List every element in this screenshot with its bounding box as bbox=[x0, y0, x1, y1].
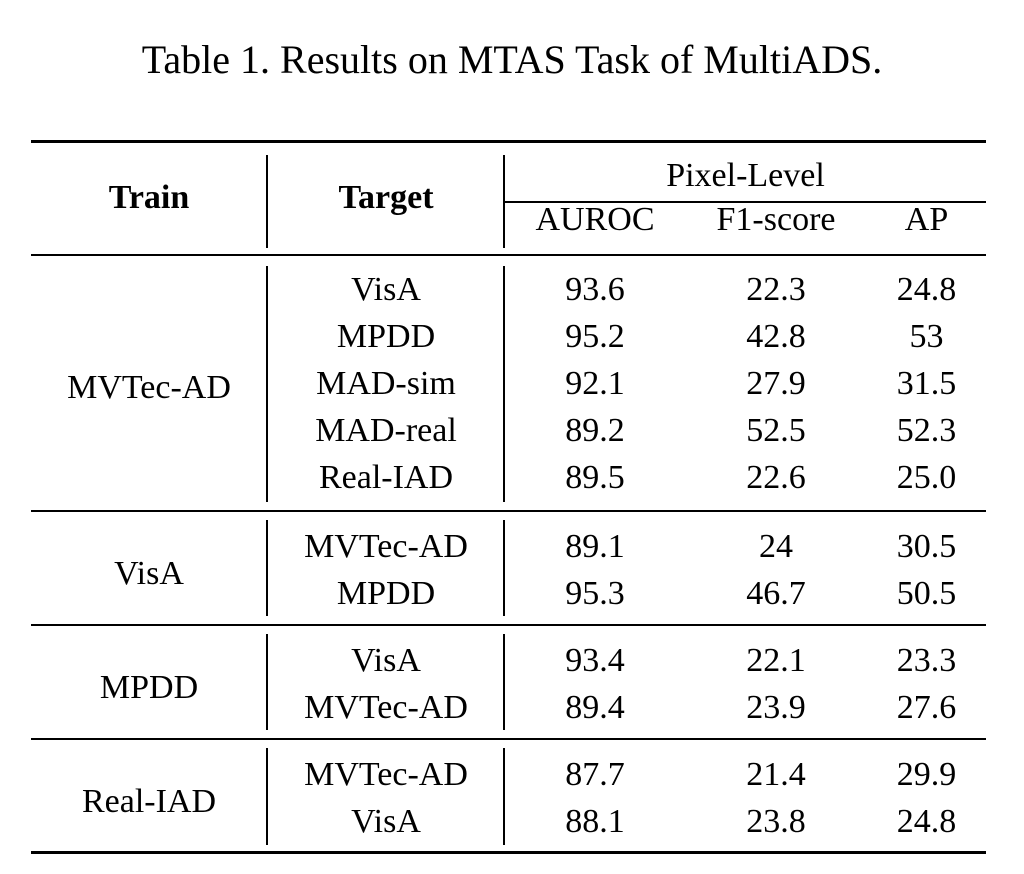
auroc-cell: 92.1 bbox=[565, 365, 625, 402]
top-rule bbox=[31, 140, 986, 143]
f1-score-cell: 22.1 bbox=[746, 642, 806, 679]
column-divider bbox=[266, 634, 268, 730]
auroc-cell: 89.2 bbox=[565, 412, 625, 449]
target-dataset-cell: MAD-sim bbox=[316, 365, 456, 402]
f1-score-cell: 21.4 bbox=[746, 756, 806, 793]
column-divider bbox=[503, 634, 505, 730]
train-dataset-cell: MPDD bbox=[99, 669, 199, 706]
target-dataset-cell: VisA bbox=[351, 803, 421, 840]
f1-score-cell: 23.9 bbox=[746, 689, 806, 726]
header-auroc: AUROC bbox=[535, 201, 655, 238]
group-rule bbox=[31, 738, 986, 740]
header-rule bbox=[31, 254, 986, 256]
target-dataset-cell: MVTec-AD bbox=[304, 689, 468, 726]
header-f1-score: F1-score bbox=[716, 201, 836, 238]
column-divider bbox=[266, 748, 268, 845]
auroc-cell: 93.6 bbox=[565, 271, 625, 308]
f1-score-cell: 52.5 bbox=[746, 412, 806, 449]
column-divider bbox=[266, 266, 268, 502]
pixel-level-underline bbox=[505, 201, 986, 203]
train-dataset-cell: VisA bbox=[114, 555, 184, 592]
target-dataset-cell: MVTec-AD bbox=[304, 756, 468, 793]
column-divider bbox=[503, 748, 505, 845]
auroc-cell: 89.4 bbox=[565, 689, 625, 726]
table-caption: Table 1. Results on MTAS Task of MultiAD… bbox=[141, 37, 883, 82]
ap-cell: 53 bbox=[909, 318, 944, 355]
auroc-cell: 88.1 bbox=[565, 803, 625, 840]
f1-score-cell: 22.3 bbox=[746, 271, 806, 308]
ap-cell: 29.9 bbox=[896, 756, 957, 793]
f1-score-cell: 46.7 bbox=[746, 575, 806, 612]
target-dataset-cell: MVTec-AD bbox=[304, 528, 468, 565]
auroc-cell: 95.2 bbox=[565, 318, 625, 355]
target-dataset-cell: MPDD bbox=[336, 575, 436, 612]
ap-cell: 30.5 bbox=[896, 528, 957, 565]
column-divider bbox=[503, 520, 505, 616]
ap-cell: 52.3 bbox=[896, 412, 957, 449]
auroc-cell: 89.1 bbox=[565, 528, 625, 565]
bottom-rule bbox=[31, 851, 986, 854]
auroc-cell: 87.7 bbox=[565, 756, 625, 793]
ap-cell: 23.3 bbox=[896, 642, 957, 679]
target-dataset-cell: VisA bbox=[351, 271, 421, 308]
auroc-cell: 93.4 bbox=[565, 642, 625, 679]
ap-cell: 25.0 bbox=[896, 459, 957, 496]
f1-score-cell: 24 bbox=[759, 528, 793, 565]
target-dataset-cell: MPDD bbox=[336, 318, 436, 355]
f1-score-cell: 22.6 bbox=[746, 459, 806, 496]
header-target: Target bbox=[338, 179, 434, 216]
f1-score-cell: 27.9 bbox=[746, 365, 806, 402]
auroc-cell: 95.3 bbox=[565, 575, 625, 612]
target-dataset-cell: Real-IAD bbox=[318, 459, 454, 496]
ap-cell: 50.5 bbox=[896, 575, 957, 612]
column-divider bbox=[503, 155, 505, 248]
ap-cell: 24.8 bbox=[896, 803, 957, 840]
group-rule bbox=[31, 624, 986, 626]
column-divider bbox=[503, 266, 505, 502]
ap-cell: 24.8 bbox=[896, 271, 957, 308]
ap-cell: 31.5 bbox=[896, 365, 957, 402]
header-pixel-level: Pixel-Level bbox=[666, 157, 825, 194]
f1-score-cell: 42.8 bbox=[746, 318, 806, 355]
header-ap: AP bbox=[904, 201, 949, 238]
column-divider bbox=[266, 155, 268, 248]
header-train: Train bbox=[108, 179, 190, 216]
ap-cell: 27.6 bbox=[896, 689, 957, 726]
auroc-cell: 89.5 bbox=[565, 459, 625, 496]
column-divider bbox=[266, 520, 268, 616]
train-dataset-cell: MVTec-AD bbox=[67, 368, 231, 406]
train-dataset-cell: Real-IAD bbox=[81, 783, 217, 820]
target-dataset-cell: MAD-real bbox=[315, 412, 457, 449]
target-dataset-cell: VisA bbox=[351, 642, 421, 679]
f1-score-cell: 23.8 bbox=[746, 803, 806, 840]
group-rule bbox=[31, 510, 986, 512]
